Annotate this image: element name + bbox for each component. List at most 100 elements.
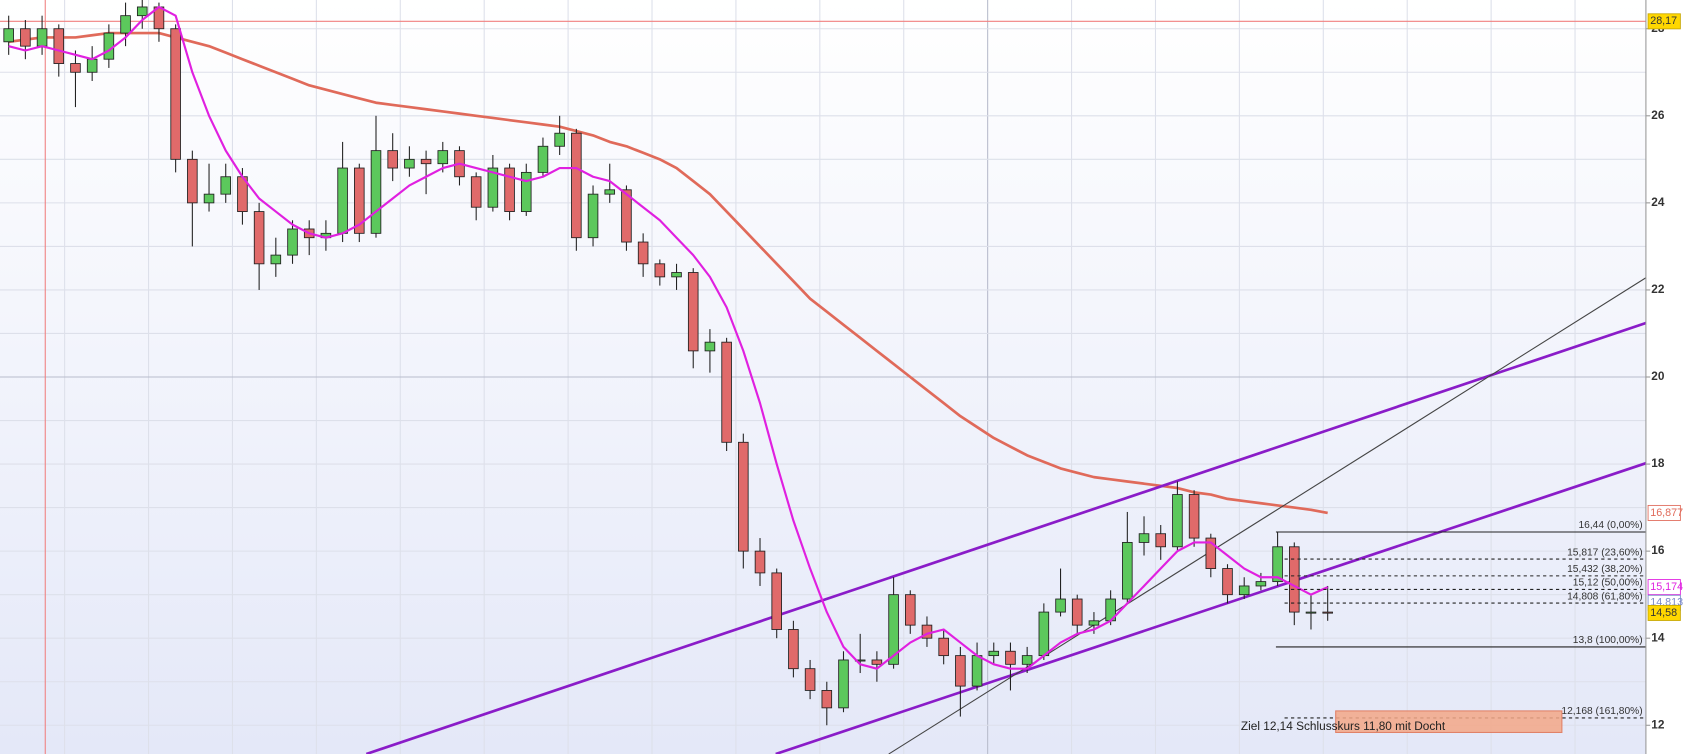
candle-body (804, 668, 816, 691)
candle-body (1021, 655, 1033, 665)
candle-body (53, 28, 65, 64)
fib-label: 15,12 (50,00%) (1573, 578, 1643, 589)
candle-body (487, 167, 499, 208)
candle-body (1205, 537, 1217, 569)
candle-body (20, 28, 31, 47)
candle-body (537, 145, 549, 173)
fib-label: 15,432 (38,20%) (1567, 564, 1643, 575)
trendline (888, 277, 1646, 754)
candle-body (387, 150, 398, 169)
candle-body (337, 167, 348, 234)
y-tick-label: 14 (1651, 630, 1665, 644)
candle-body (170, 28, 181, 160)
price-tag-box (1647, 579, 1681, 596)
candle-body (437, 150, 449, 165)
candle-body (904, 594, 916, 626)
grid (0, 0, 1646, 754)
candle-body (1038, 611, 1050, 657)
y-tick-label: 12 (1651, 717, 1665, 731)
candle-body (554, 132, 565, 147)
candle-body (687, 272, 699, 352)
candle-body (3, 28, 14, 43)
fib-label: 14,808 (61,80%) (1567, 591, 1643, 602)
price-tag-label: 15,174 (1650, 581, 1683, 593)
candle-body (370, 150, 382, 234)
fib-label: 12,168 (161,80%) (1561, 706, 1642, 717)
moving-average-long (8, 31, 1328, 515)
candle-body (120, 15, 131, 34)
candle-body (821, 690, 833, 709)
annotation: Ziel 12,14 Schlusskurs 11,80 mit Docht (1241, 719, 1446, 733)
candle-body (955, 655, 966, 687)
candle-body (988, 650, 1000, 657)
y-tick-label: 20 (1651, 369, 1665, 383)
candle-body (1188, 494, 1200, 539)
candle-body (587, 193, 599, 239)
y-tick-label: 16 (1651, 543, 1665, 557)
price-tag-label: 14,58 (1650, 607, 1677, 619)
candle-body (36, 28, 48, 47)
candle-body (270, 254, 282, 265)
candle-body (404, 158, 415, 169)
trendline (775, 461, 1646, 754)
candle-body (354, 167, 365, 234)
candle-body (637, 241, 649, 265)
candle-body (420, 158, 432, 165)
fib-label: 15,817 (23,60%) (1567, 547, 1643, 558)
candle-body (1122, 541, 1133, 600)
price-tag-label: 28,17 (1650, 15, 1677, 27)
candle-body (1071, 598, 1083, 626)
y-tick-label: 24 (1651, 195, 1665, 209)
candle-body (253, 211, 265, 265)
candle-body (604, 189, 616, 195)
candle-body (671, 272, 682, 278)
price-tag-label: 16,877 (1650, 507, 1683, 519)
candle-body (520, 171, 532, 213)
candle-body (220, 176, 232, 195)
y-tick-label: 26 (1651, 108, 1665, 122)
candle-body (971, 655, 983, 687)
candle-body (1138, 533, 1150, 543)
y-tick-label: 18 (1651, 456, 1665, 470)
price-tag-label: 14,813 (1650, 597, 1683, 609)
candle-body (287, 228, 298, 256)
candle-body (1222, 568, 1233, 596)
price-tag-box (1647, 604, 1681, 621)
candle-body (838, 659, 849, 709)
candle-body (1305, 611, 1317, 614)
candle-body (70, 63, 81, 73)
candle-body (86, 58, 98, 73)
candle-body (136, 6, 148, 17)
candle-body (621, 189, 632, 243)
candle-body (721, 341, 732, 443)
y-tick-label: 22 (1651, 282, 1665, 296)
axis: 12141618202224262828,1716,87715,17414,81… (1645, 13, 1683, 731)
candle-body (187, 158, 198, 204)
candle-body (654, 263, 666, 278)
annotation-box (1335, 710, 1563, 733)
candle-body (103, 32, 115, 60)
candle-body (888, 594, 899, 665)
price-tag-box (1647, 13, 1681, 30)
candle-body (1172, 494, 1183, 548)
candle-body (938, 637, 949, 657)
candle-body (788, 629, 799, 670)
candle-body (1289, 546, 1300, 613)
price-tag-box (1647, 504, 1681, 521)
candle-body (738, 441, 749, 552)
candle-body (754, 550, 766, 574)
candle-body (1255, 581, 1267, 587)
candle-body (1055, 598, 1066, 613)
candle-body (871, 659, 883, 665)
candle-body (1155, 533, 1166, 548)
candle-body (771, 572, 782, 630)
moving-average-short (8, 5, 1329, 670)
candle-body (1005, 650, 1016, 665)
trendline (365, 321, 1646, 754)
candle-body (504, 167, 515, 213)
candle-body (1088, 620, 1100, 626)
plot: 16,44 (0,00%) 15,817 (23,60%) 15,432 (38,2… (0, 0, 1646, 754)
candle-body (1322, 611, 1333, 614)
